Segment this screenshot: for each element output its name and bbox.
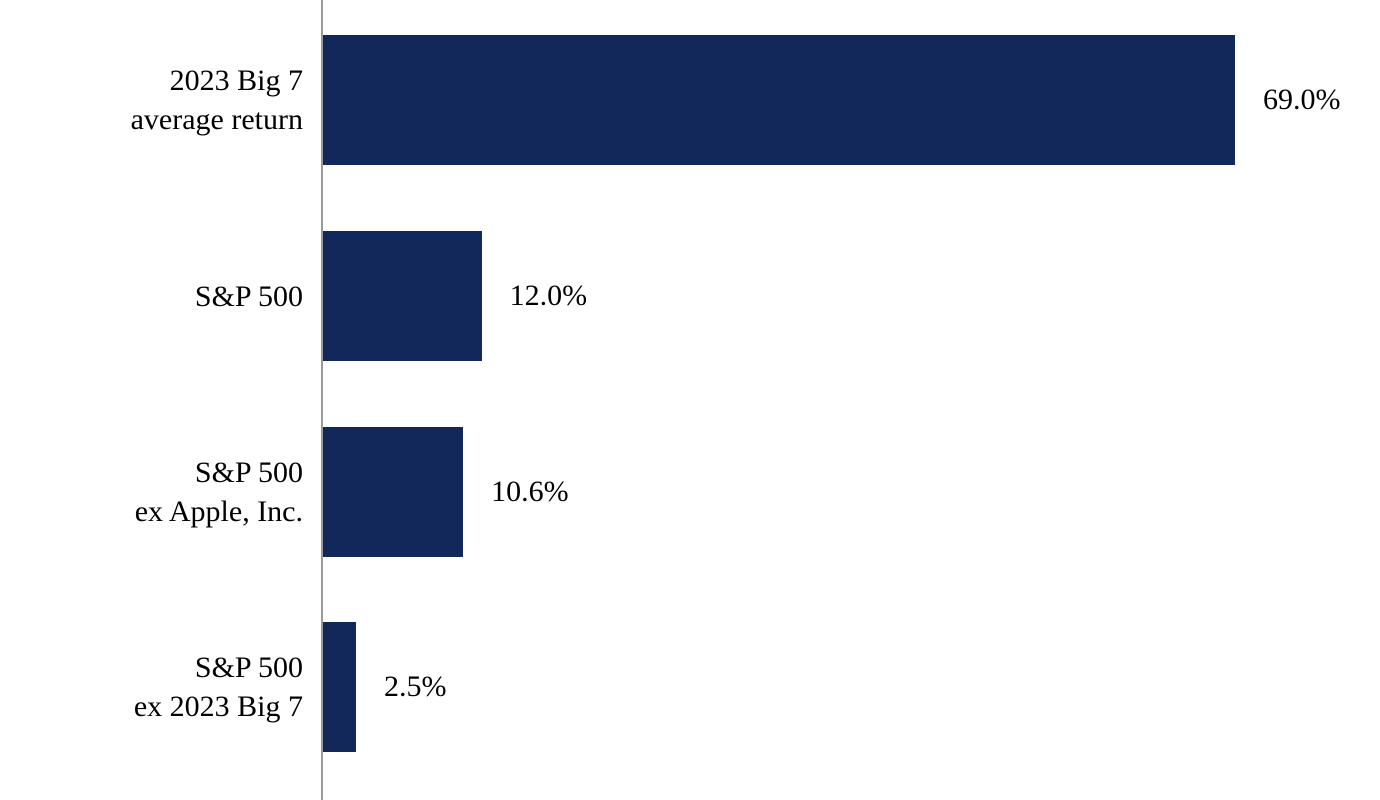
bar-label-1: S&P 500 <box>195 231 303 361</box>
bar-1 <box>323 231 482 361</box>
bar-label-3: S&P 500 ex 2023 Big 7 <box>134 622 303 752</box>
bar-value-2: 10.6% <box>491 427 569 557</box>
bar-value-0: 69.0% <box>1263 35 1341 165</box>
bar-label-2: S&P 500 ex Apple, Inc. <box>135 427 303 557</box>
bar-value-1: 12.0% <box>510 231 588 361</box>
chart-container: 2023 Big 7 average return 69.0% S&P 500 12.… <box>0 0 1380 800</box>
bar-3 <box>323 622 356 752</box>
bar-value-3: 2.5% <box>384 622 447 752</box>
bar-label-0: 2023 Big 7 average return <box>131 35 303 165</box>
bar-0 <box>323 35 1235 165</box>
bar-2 <box>323 427 463 557</box>
